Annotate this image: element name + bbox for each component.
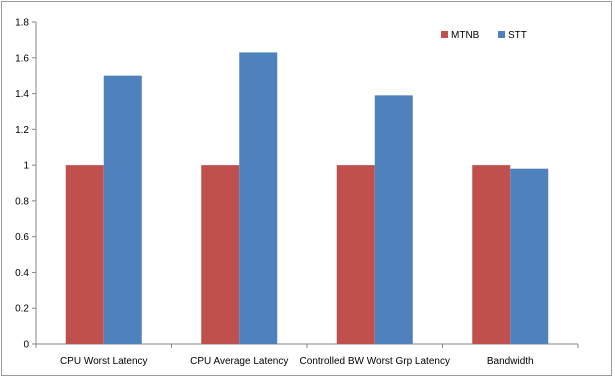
bar-mtnb-3 [336,165,375,344]
y-tick-label: 0.8 [15,196,29,207]
x-category-label: CPU Average Latency [190,356,288,367]
y-axis-ticks: 0 0.2 0.4 0.6 0.8 1 1.2 1.4 1.6 1.8 [15,18,36,351]
x-category-label: Controlled BW Worst Grp Latency [300,356,450,367]
x-category-label: Bandwidth [487,356,534,367]
legend-swatch-mtnb [441,31,448,38]
x-category-label: CPU Worst Latency [60,356,148,367]
y-tick-label: 0.2 [15,304,29,315]
bar-stt-3 [374,95,413,344]
legend: MTNB STT [441,30,527,41]
bar-mtnb-2 [201,165,240,344]
legend-swatch-stt [498,31,505,38]
bar-mtnb-4 [472,165,511,344]
bar-stt-1 [103,75,142,345]
x-axis-categories: CPU Worst Latency CPU Average Latency Cont… [35,344,579,367]
legend-label-stt: STT [508,30,527,41]
y-tick-label: 1 [23,161,29,172]
y-tick-label: 1.6 [15,53,29,64]
y-tick-label: 1.2 [15,125,29,136]
y-tick-label: 1.8 [15,18,29,29]
y-tick-label: 0.6 [15,232,29,243]
bar-stt-4 [510,168,549,344]
bar-stt-2 [239,52,278,345]
y-tick-label: 1.4 [15,89,29,100]
y-tick-label: 0 [23,340,29,351]
bars [65,52,549,345]
bar-mtnb-1 [65,165,104,344]
legend-label-mtnb: MTNB [451,30,480,41]
y-tick-label: 0.4 [15,268,29,279]
